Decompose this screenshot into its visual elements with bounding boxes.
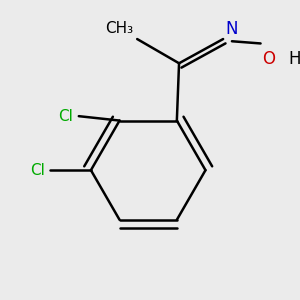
Text: O: O [262, 50, 275, 68]
Text: Cl: Cl [58, 109, 73, 124]
Text: CH₃: CH₃ [105, 21, 133, 36]
Text: Cl: Cl [30, 163, 45, 178]
Text: N: N [225, 20, 238, 38]
Text: H: H [288, 50, 300, 68]
